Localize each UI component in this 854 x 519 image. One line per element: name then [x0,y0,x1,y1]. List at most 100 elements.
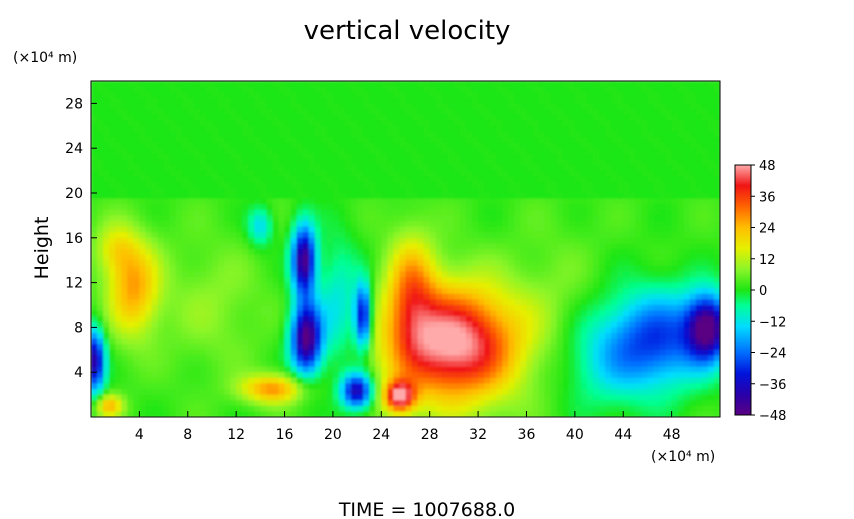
heatmap-cell [508,176,515,183]
heatmap-cell [272,181,280,188]
heatmap-cell [91,221,98,228]
heatmap-cell [133,249,140,256]
heatmap-cell [707,243,715,250]
heatmap-cell [635,204,642,211]
heatmap-cell [284,92,292,99]
heatmap-cell [103,193,110,200]
heatmap-cell [103,114,110,121]
heatmap-cell [623,109,630,116]
heatmap-cell [623,327,630,334]
heatmap-cell [133,260,140,267]
heatmap-cell [296,305,304,312]
heatmap-cell [218,148,225,155]
heatmap-cell [713,97,720,104]
heatmap-cell [272,176,280,183]
heatmap-cell [115,237,122,244]
heatmap-cell [423,226,431,233]
heatmap-cell [453,215,461,222]
heatmap-cell [260,209,267,216]
heatmap-cell [181,327,189,334]
heatmap-cell [242,114,249,121]
heatmap-cell [490,232,497,239]
heatmap-cell [550,86,558,93]
heatmap-cell [157,109,165,116]
heatmap-cell [381,181,388,188]
heatmap-cell [514,209,522,216]
heatmap-cell [599,327,606,334]
heatmap-cell [254,215,261,222]
heatmap-cell [514,176,522,183]
heatmap-cell [266,282,274,289]
heatmap-cell [375,215,382,222]
heatmap-cell [568,226,576,233]
heatmap-cell [683,288,691,295]
heatmap-cell [266,109,274,116]
heatmap-cell [387,181,395,188]
heatmap-cell [586,159,594,166]
heatmap-cell [272,148,280,155]
heatmap-cell [641,321,649,328]
heatmap-cell [345,310,352,317]
heatmap-cell [181,187,189,194]
heatmap-cell [417,142,425,149]
heatmap-cell [369,277,376,284]
heatmap-cell [181,181,189,188]
heatmap-cell [538,260,546,267]
heatmap-cell [484,254,491,261]
heatmap-cell [169,271,177,278]
heatmap-cell [459,193,467,200]
heatmap-cell [314,333,322,340]
heatmap-cell [580,232,588,239]
heatmap-cell [345,249,352,256]
heatmap-cell [127,170,134,177]
heatmap-cell [429,97,437,104]
heatmap-cell [550,198,558,205]
heatmap-cell [278,221,286,228]
heatmap-cell [429,204,437,211]
heatmap-cell [683,198,691,205]
heatmap-cell [345,103,352,110]
heatmap-cell [308,103,316,110]
heatmap-cell [387,338,395,345]
heatmap-cell [556,338,564,345]
heatmap-cell [151,120,159,127]
heatmap-cell [550,92,558,99]
heatmap-cell [254,137,261,144]
heatmap-cell [665,215,673,222]
heatmap-cell [526,316,534,323]
heatmap-cell [260,81,267,88]
heatmap-cell [290,271,298,278]
heatmap-cell [363,81,370,88]
heatmap-cell [91,321,98,328]
heatmap-cell [369,198,376,205]
heatmap-cell [345,316,352,323]
heatmap-cell [586,114,594,121]
heatmap-cell [641,282,649,289]
heatmap-cell [447,109,455,116]
heatmap-cell [393,165,401,172]
heatmap-cell [526,176,534,183]
heatmap-cell [115,243,122,250]
heatmap-cell [260,221,267,228]
chart-title: vertical velocity [304,16,511,46]
heatmap-cell [459,176,467,183]
heatmap-cell [514,305,522,312]
heatmap-cell [109,92,116,99]
heatmap-cell [502,137,509,144]
heatmap-cell [490,131,497,138]
heatmap-cell [157,215,165,222]
heatmap-cell [91,288,98,295]
heatmap-cell [411,277,419,284]
heatmap-cell [387,321,395,328]
heatmap-cell [133,321,140,328]
heatmap-cell [145,131,153,138]
heatmap-cell [278,120,286,127]
heatmap-cell [508,338,515,345]
heatmap-cell [496,181,503,188]
heatmap-cell [653,271,661,278]
heatmap-cell [399,254,407,261]
heatmap-cell [187,299,195,306]
heatmap-cell [351,176,358,183]
heatmap-cell [605,344,612,351]
heatmap-cell [707,204,715,211]
